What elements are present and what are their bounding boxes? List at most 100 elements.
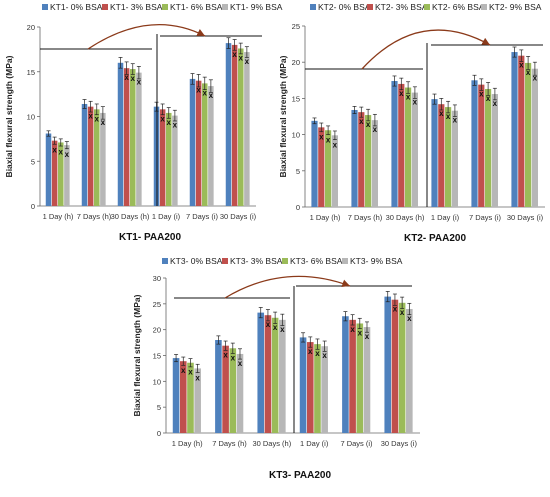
chart-title: KT3- PAA200 [269,470,331,481]
y-axis-label: Biaxial flexural strength (MPa) [132,294,142,416]
significance-mark: x [280,325,285,334]
bar [518,55,525,208]
significance-mark: x [519,61,524,70]
significance-mark: x [413,98,418,107]
y-axis-label: Biaxial flexural strength (MPa) [4,55,14,177]
bar [94,109,100,206]
legend-swatch [481,4,487,10]
bar [478,84,485,207]
bar [279,319,286,433]
significance-mark: x [373,125,378,134]
significance-mark: x [231,353,236,362]
significance-mark: x [232,50,237,59]
bar [64,145,70,206]
bar [179,361,187,433]
y-tick-label: 15 [153,352,161,361]
chart-panel-kt2: KT2- 0% BSA KT2- 3% BSA KT2- 6% BSA KT2- 9%… [278,2,545,244]
bar [189,78,196,206]
x-tick-label: 1 Day (h) [172,439,203,448]
x-tick-label: 1 Day (h) [43,212,74,221]
significance-mark: x [446,112,451,121]
bar [491,94,498,207]
bar [58,142,64,206]
significance-mark: x [266,320,271,329]
y-tick-label: 0 [31,202,35,211]
legend-label: KT1- 6% BSA [170,2,223,12]
y-tick-label: 15 [27,68,35,77]
bar [406,309,413,433]
legend-label: KT2- 9% BSA [489,2,542,12]
significance-mark: x [479,90,484,99]
significance-mark: x [131,74,136,83]
significance-mark: x [223,351,228,360]
x-tick-label: 1 Day (i) [300,439,329,448]
significance-mark: x [196,86,201,95]
x-tick-label: 30 Days (h) [252,439,291,448]
x-tick-label: 1 Day (i) [431,213,460,222]
significance-mark: x [209,91,214,100]
significance-mark: x [493,99,498,108]
legend-swatch [222,4,228,10]
bar [411,92,418,207]
bar [159,109,166,206]
legend-label: KT1- 3% BSA [110,2,163,12]
significance-mark: x [239,53,244,62]
significance-mark: x [95,114,100,123]
significance-mark: x [167,118,172,127]
bar [398,83,405,207]
x-tick-label: 7 Days (h) [348,213,383,222]
bar [384,296,392,433]
significance-mark: x [273,323,278,332]
bar [351,109,358,207]
significance-mark: x [88,112,93,121]
bar [87,106,94,206]
significance-mark: x [406,93,411,102]
y-tick-label: 20 [153,326,161,335]
bar [525,62,532,208]
bar [331,135,338,207]
significance-mark: x [245,57,250,66]
bar [225,43,232,206]
x-tick-label: 1 Day (h) [310,213,341,222]
bar [45,133,52,206]
y-tick-label: 5 [31,157,35,166]
bar [363,327,371,433]
bar [431,99,438,207]
significance-mark: x [181,366,186,375]
legend-label: KT3- 6% BSA [290,256,343,266]
significance-mark: x [308,347,313,356]
significance-mark: x [322,351,327,360]
bar [299,337,307,433]
bar [166,112,172,206]
bar [321,346,328,433]
x-tick-label: 30 Days (i) [220,212,257,221]
bar [438,104,445,207]
y-tick-label: 0 [296,203,300,212]
legend-label: KT1- 0% BSA [50,2,103,12]
bar [349,319,356,433]
y-tick-label: 25 [292,22,300,31]
bar [215,340,222,433]
bar [194,368,201,433]
y-axis-label: Biaxial flexural strength (MPa) [278,55,288,177]
bar [117,62,124,206]
y-tick-label: 30 [153,274,161,283]
x-tick-label: 1 Day (i) [152,212,181,221]
bar [236,353,244,433]
legend-label: KT2- 3% BSA [375,2,428,12]
y-tick-label: 5 [157,403,161,412]
bar [391,81,398,207]
bar [445,107,452,207]
bar [123,68,130,206]
bar [51,140,58,206]
legend-label: KT3- 0% BSA [170,256,223,266]
bar [187,362,194,433]
bar [257,312,265,433]
bar [405,87,412,207]
bar [208,86,214,206]
x-tick-label: 7 Days (h) [77,212,112,221]
significance-mark: x [439,109,444,118]
chart-panel-kt3: KT3- 0% BSA KT3- 3% BSA KT3- 6% BSA KT3- 9%… [132,256,420,481]
significance-mark: x [188,368,193,377]
bar [100,112,106,206]
